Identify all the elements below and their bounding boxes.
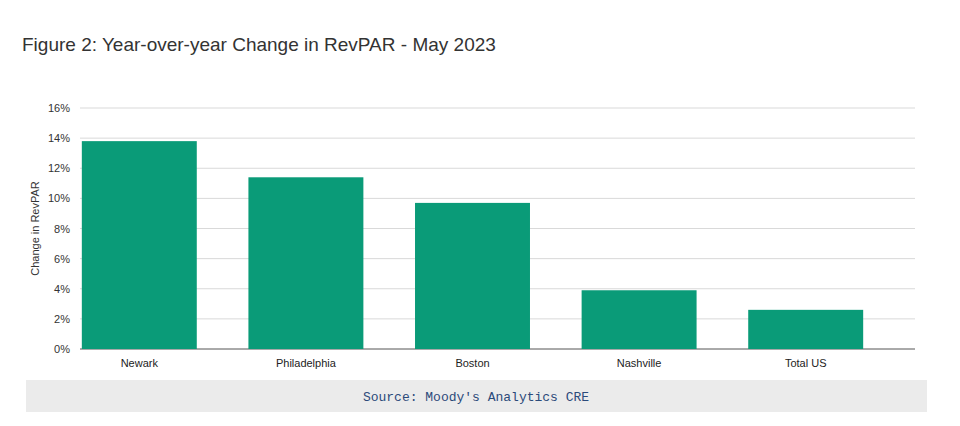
bar [82,141,197,349]
chart-title: Figure 2: Year-over-year Change in RevPA… [22,34,496,55]
x-tick-label: Boston [455,357,489,369]
grid-line [80,108,915,109]
chart-container: Figure 2: Year-over-year Change in RevPA… [0,0,960,426]
y-tick-label: 4% [54,283,70,295]
grid-line [80,198,915,199]
x-tick-label: Nashville [617,357,662,369]
grid-line [80,138,915,139]
y-tick-label: 12% [48,162,70,174]
x-tick-label: Total US [785,357,827,369]
y-tick-label: 10% [48,192,70,204]
y-tick-label: 2% [54,313,70,325]
chart-svg: Figure 2: Year-over-year Change in RevPA… [0,0,960,426]
y-axis-label: Change in RevPAR [29,181,41,276]
x-tick-label: Newark [121,357,159,369]
y-tick-label: 16% [48,102,70,114]
bars [82,141,863,349]
source-box [26,380,927,412]
bar [248,177,363,349]
bar [415,203,530,349]
x-tick-label: Philadelphia [276,357,337,369]
grid-line [80,168,915,169]
y-tick-label: 0% [54,343,70,355]
y-tick-label: 14% [48,132,70,144]
bar [748,310,863,349]
bar [582,290,697,349]
y-tick-label: 6% [54,253,70,265]
source-text: Source: Moody's Analytics CRE [363,390,589,405]
y-tick-label: 8% [54,223,70,235]
